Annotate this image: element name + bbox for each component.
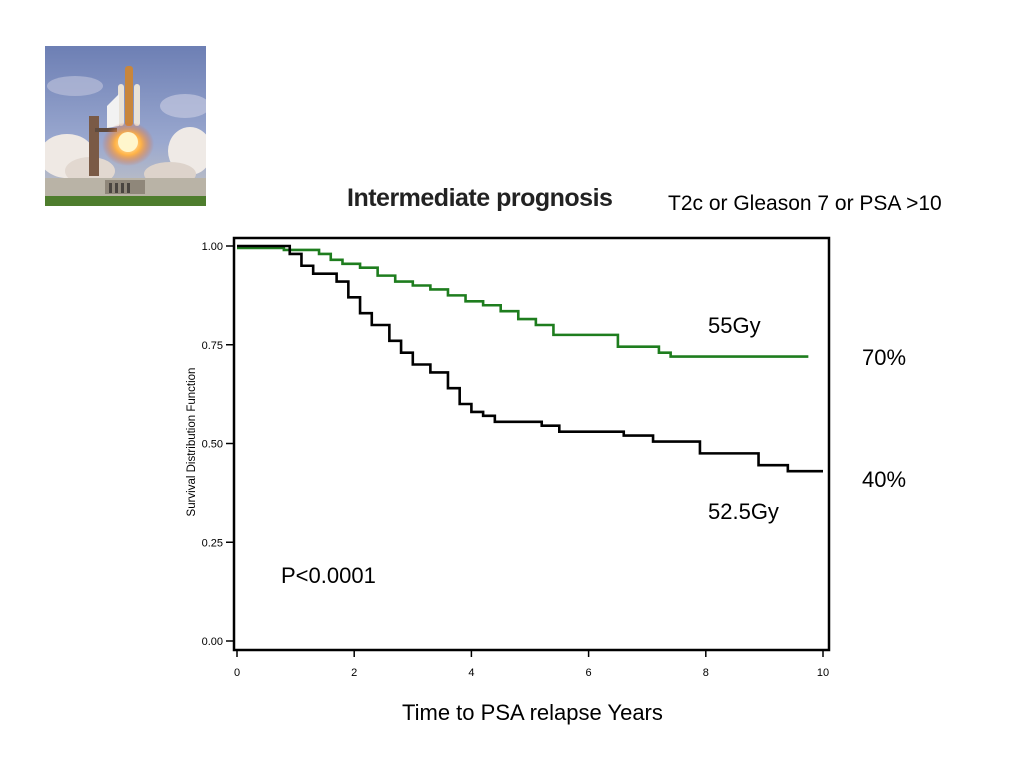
series-line-52-5gy — [237, 244, 823, 473]
series-label-55gy: 55Gy — [708, 313, 761, 338]
x-tick-label: 10 — [817, 667, 829, 679]
y-tick-label: 1.00 — [202, 241, 223, 253]
space-shuttle-launch-photo — [45, 46, 206, 206]
end-label-40: 40% — [862, 467, 907, 492]
end-label-70: 70% — [862, 345, 907, 370]
y-tick-label: 0.00 — [202, 636, 223, 648]
y-tick-label: 0.25 — [202, 537, 223, 549]
p-value-annotation: P<0.0001 — [281, 563, 376, 588]
y-tick-label: 0.50 — [202, 439, 223, 451]
y-tick-label: 0.75 — [202, 340, 223, 352]
x-tick-label: 2 — [351, 667, 357, 679]
chart-subtitle: T2c or Gleason 7 or PSA >10 — [668, 192, 942, 215]
series-label-52-5gy: 52.5Gy — [708, 499, 779, 524]
y-axis-label: Survival Distribution Function — [186, 368, 198, 517]
x-tick-label: 0 — [234, 667, 240, 679]
chart-title: Intermediate prognosis — [347, 184, 613, 212]
x-axis-label: Time to PSA relapse Years — [402, 700, 663, 725]
x-tick-label: 8 — [703, 667, 709, 679]
x-tick-label: 4 — [468, 667, 474, 679]
x-tick-label: 6 — [586, 667, 592, 679]
series-line-55gy — [237, 246, 809, 358]
